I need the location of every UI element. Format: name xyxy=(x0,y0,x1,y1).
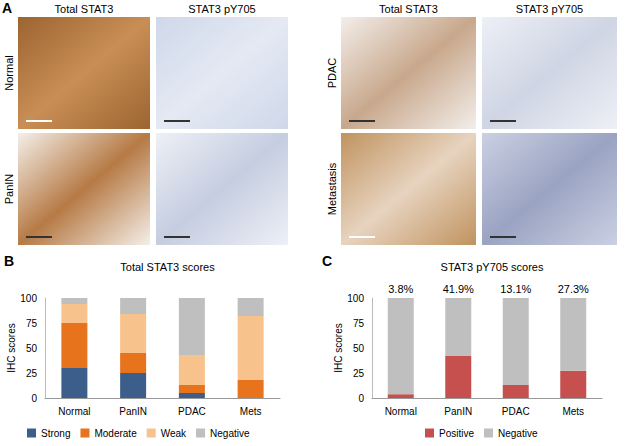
svg-text:25: 25 xyxy=(353,368,365,379)
svg-text:Mets: Mets xyxy=(240,406,262,417)
svg-text:Mets: Mets xyxy=(562,406,584,417)
svg-text:100: 100 xyxy=(20,293,37,304)
svg-text:C: C xyxy=(322,253,332,269)
svg-text:50: 50 xyxy=(26,343,38,354)
svg-text:Moderate: Moderate xyxy=(94,428,137,439)
svg-text:B: B xyxy=(4,253,14,269)
svg-text:Strong: Strong xyxy=(41,428,70,439)
svg-text:75: 75 xyxy=(353,318,365,329)
svg-text:STAT3 pY705 scores: STAT3 pY705 scores xyxy=(441,261,544,273)
svg-text:Normal: Normal xyxy=(58,406,90,417)
svg-text:0: 0 xyxy=(31,393,37,404)
svg-text:25: 25 xyxy=(26,368,38,379)
svg-text:PDAC: PDAC xyxy=(502,406,530,417)
svg-text:50: 50 xyxy=(353,343,365,354)
svg-text:41.9%: 41.9% xyxy=(443,283,474,295)
svg-text:Metastasis: Metastasis xyxy=(326,162,338,215)
svg-text:Normal: Normal xyxy=(385,406,417,417)
svg-text:Negative: Negative xyxy=(210,428,250,439)
svg-text:IHC scores: IHC scores xyxy=(333,323,344,372)
svg-text:PanIN: PanIN xyxy=(119,406,147,417)
svg-text:Total STAT3 scores: Total STAT3 scores xyxy=(120,261,215,273)
svg-text:Normal: Normal xyxy=(3,55,15,90)
svg-text:STAT3 pY705: STAT3 pY705 xyxy=(516,3,583,15)
svg-text:PDAC: PDAC xyxy=(178,406,206,417)
svg-text:Negative: Negative xyxy=(498,428,538,439)
svg-text:75: 75 xyxy=(26,318,38,329)
svg-text:PanIN: PanIN xyxy=(444,406,472,417)
svg-text:13.1%: 13.1% xyxy=(500,283,531,295)
svg-text:PanIN: PanIN xyxy=(3,174,15,205)
svg-text:100: 100 xyxy=(347,293,364,304)
svg-text:Total STAT3: Total STAT3 xyxy=(55,3,114,15)
svg-text:0: 0 xyxy=(358,393,364,404)
svg-text:Weak: Weak xyxy=(161,428,187,439)
svg-text:Positive: Positive xyxy=(439,428,474,439)
svg-text:27.3%: 27.3% xyxy=(558,283,589,295)
svg-text:3.8%: 3.8% xyxy=(388,283,413,295)
svg-text:STAT3 pY705: STAT3 pY705 xyxy=(188,3,255,15)
svg-text:A: A xyxy=(2,0,12,16)
svg-text:Total STAT3: Total STAT3 xyxy=(379,3,438,15)
svg-text:PDAC: PDAC xyxy=(326,58,338,89)
svg-text:IHC scores: IHC scores xyxy=(6,323,17,372)
